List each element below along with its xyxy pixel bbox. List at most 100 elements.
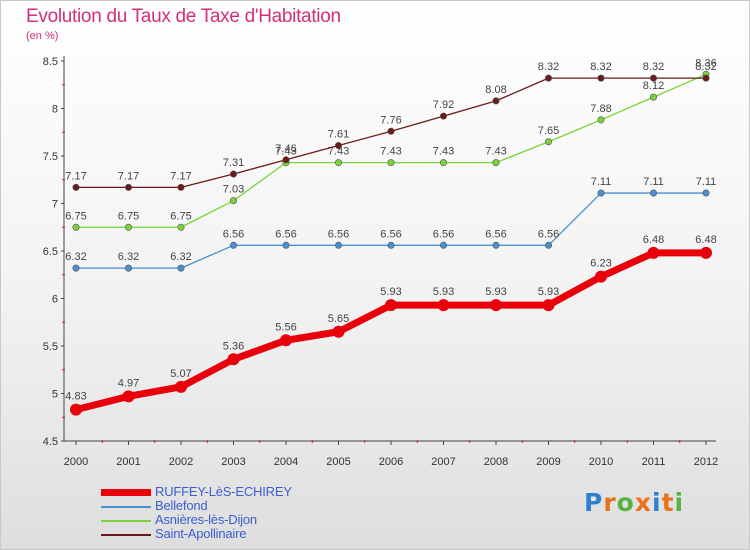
x-tick-label: 2010 xyxy=(589,456,613,468)
series-bellefond: 6.32 6.32 6.32 6.56 6.56 6.56 6.56 6.56 6.56 6.56… xyxy=(65,176,716,272)
data-point[interactable] xyxy=(177,183,185,191)
data-label: 7.31 xyxy=(223,157,244,169)
data-point[interactable] xyxy=(72,223,80,231)
data-label: 6.56 xyxy=(223,228,244,240)
data-point[interactable] xyxy=(490,299,502,312)
data-point[interactable] xyxy=(597,189,605,197)
data-point[interactable] xyxy=(544,74,552,82)
data-label: 6.56 xyxy=(275,228,296,240)
data-point[interactable] xyxy=(439,112,447,120)
data-point[interactable] xyxy=(544,138,552,146)
data-point[interactable] xyxy=(125,223,133,231)
data-point[interactable] xyxy=(230,170,238,178)
data-point[interactable] xyxy=(230,197,238,205)
x-tick-label: 2000 xyxy=(64,456,88,468)
data-label: 8.12 xyxy=(643,80,664,92)
data-label: 6.32 xyxy=(65,251,86,263)
data-point[interactable] xyxy=(702,74,710,82)
data-label: 6.48 xyxy=(643,234,664,246)
data-label: 6.56 xyxy=(485,228,506,240)
data-label: 8.32 xyxy=(643,61,664,73)
data-point[interactable] xyxy=(177,264,185,272)
data-point[interactable] xyxy=(544,241,552,249)
data-point[interactable] xyxy=(649,74,657,82)
data-point[interactable] xyxy=(125,183,133,191)
y-tick-label: 4.5 xyxy=(43,436,58,448)
data-point[interactable] xyxy=(122,390,135,403)
legend-swatch xyxy=(101,489,151,496)
data-point[interactable] xyxy=(595,270,607,283)
data-point[interactable] xyxy=(702,189,710,197)
data-label: 8.32 xyxy=(538,61,559,73)
data-point[interactable] xyxy=(649,189,657,197)
data-label: 5.56 xyxy=(275,321,296,333)
data-point[interactable] xyxy=(387,241,395,249)
y-tick-label: 7.5 xyxy=(43,151,58,163)
data-point[interactable] xyxy=(334,142,342,150)
data-label: 6.75 xyxy=(65,210,86,222)
legend-label: RUFFEY-LèS-ECHIREY xyxy=(155,484,292,499)
data-point[interactable] xyxy=(439,241,447,249)
series-asni-res-l-s-dijon: 6.75 6.75 6.75 7.03 7.43 7.43 7.43 7.43 7.43 7.65… xyxy=(65,57,717,231)
x-tick-label: 2009 xyxy=(536,456,560,468)
data-point[interactable] xyxy=(70,403,82,416)
data-label: 7.17 xyxy=(118,170,139,182)
data-point[interactable] xyxy=(72,264,80,272)
data-point[interactable] xyxy=(437,299,450,312)
data-point[interactable] xyxy=(227,353,240,366)
data-point[interactable] xyxy=(385,299,397,312)
data-label: 7.17 xyxy=(170,170,191,182)
data-point[interactable] xyxy=(492,159,500,167)
x-tick-label: 2008 xyxy=(484,456,508,468)
x-axis: 2000 2001 2002 2003 2004 2005 2006 2007 2008 2009… xyxy=(64,440,718,468)
data-point[interactable] xyxy=(597,74,605,82)
chart-title: Evolution du Taux de Taxe d'Habitation xyxy=(26,6,341,27)
data-label: 6.32 xyxy=(118,251,139,263)
data-label: 6.56 xyxy=(380,228,401,240)
data-label: 7.03 xyxy=(223,184,244,196)
data-point[interactable] xyxy=(492,97,500,105)
data-label: 6.48 xyxy=(695,234,716,246)
data-label: 5.93 xyxy=(380,286,401,298)
data-point[interactable] xyxy=(542,299,555,312)
series-saint-apollinaire: 7.17 7.17 7.17 7.31 7.46 7.61 7.76 7.92 8.08 8.32… xyxy=(65,61,717,191)
data-label: 5.93 xyxy=(485,286,506,298)
data-point[interactable] xyxy=(387,159,395,167)
data-label: 8.32 xyxy=(590,61,611,73)
data-label: 7.65 xyxy=(538,125,559,137)
data-point[interactable] xyxy=(280,334,292,347)
data-label: 6.56 xyxy=(433,228,454,240)
data-point[interactable] xyxy=(597,116,605,124)
data-point[interactable] xyxy=(647,246,660,259)
data-label: 6.23 xyxy=(590,258,611,270)
data-point[interactable] xyxy=(282,241,290,249)
data-point[interactable] xyxy=(230,241,238,249)
data-point[interactable] xyxy=(334,159,342,167)
data-point[interactable] xyxy=(332,325,345,338)
data-point[interactable] xyxy=(649,93,657,101)
data-point[interactable] xyxy=(282,156,290,164)
data-label: 7.61 xyxy=(328,129,349,141)
legend-swatch xyxy=(101,520,151,522)
x-tick-label: 2001 xyxy=(116,456,140,468)
data-label: 7.43 xyxy=(328,146,349,158)
legend-label: Saint-Apollinaire xyxy=(155,526,247,541)
data-label: 7.43 xyxy=(275,146,296,158)
y-tick-label: 6 xyxy=(52,294,58,306)
data-point[interactable] xyxy=(492,241,500,249)
data-point[interactable] xyxy=(177,223,185,231)
data-label: 7.43 xyxy=(485,146,506,158)
chart-subtitle: (en %) xyxy=(26,30,59,42)
data-point[interactable] xyxy=(439,159,447,167)
y-tick-label: 8.5 xyxy=(43,56,58,68)
data-point[interactable] xyxy=(334,241,342,249)
data-point[interactable] xyxy=(175,380,187,393)
data-point[interactable] xyxy=(72,183,80,191)
data-point[interactable] xyxy=(700,246,712,259)
data-point[interactable] xyxy=(125,264,133,272)
data-point[interactable] xyxy=(387,127,395,135)
data-label: 4.83 xyxy=(65,391,86,403)
data-label: 7.11 xyxy=(591,176,612,188)
legend-label: Asnières-lès-Dijon xyxy=(155,512,257,527)
